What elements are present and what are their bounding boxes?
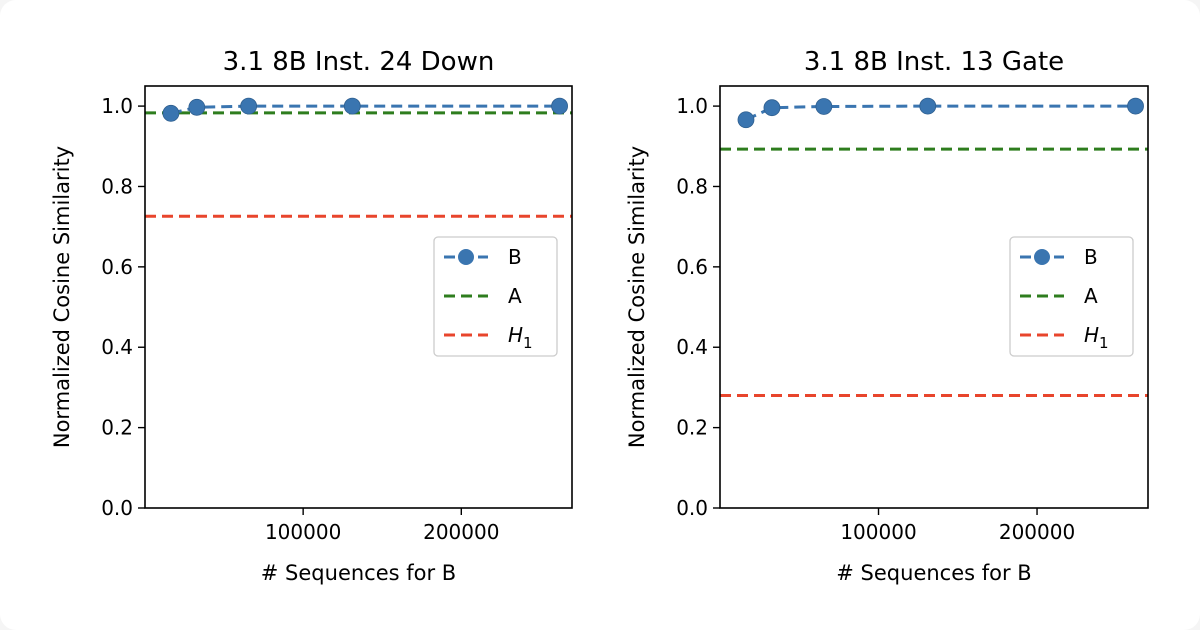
series-b-point <box>919 97 937 115</box>
y-tick-label: 0.8 <box>101 174 133 198</box>
chart-title: 3.1 8B Inst. 13 Gate <box>804 47 1064 77</box>
y-tick-label: 1.0 <box>101 94 133 118</box>
series-b-point <box>737 111 755 129</box>
x-tick-label: 100000 <box>265 520 341 544</box>
x-tick-label: 200000 <box>423 520 499 544</box>
x-axis-label: # Sequences for B <box>261 561 456 585</box>
chart-panel-1: 3.1 8B Inst. 24 Down 0.0 0.2 0.4 0.6 0.8 1.0 10… <box>50 47 573 585</box>
series-b-point <box>162 104 180 122</box>
series-b-line <box>170 104 560 115</box>
y-tick-label: 0.4 <box>101 335 133 359</box>
series-b-point <box>343 97 361 115</box>
chart-panel-2: 3.1 8B Inst. 13 Gate 0.0 0.2 0.4 0.6 0.8 1.0 10… <box>625 47 1149 585</box>
series-b-point <box>188 98 206 116</box>
legend-marker-b <box>458 249 474 265</box>
y-tick-label: 0.6 <box>676 255 708 279</box>
series-b-point <box>551 97 568 115</box>
y-tick-label: 0.4 <box>676 335 708 359</box>
legend-label-b: B <box>1084 245 1098 269</box>
y-tick-label: 1.0 <box>676 94 708 118</box>
y-tick-label: 0.0 <box>101 496 133 520</box>
y-tick-label: 0.0 <box>676 496 708 520</box>
plot-frame <box>719 85 1149 509</box>
legend-label-b: B <box>508 245 522 269</box>
y-axis-label: Normalized Cosine Similarity <box>50 146 74 448</box>
series-b-point <box>240 97 258 115</box>
x-tick-label: 200000 <box>999 520 1075 544</box>
legend-marker-b <box>1034 249 1050 265</box>
legend-label-subscript: 1 <box>1099 334 1109 352</box>
y-axis-label: Normalized Cosine Similarity <box>625 146 649 448</box>
plot-frame <box>144 85 573 509</box>
y-tick-label: 0.6 <box>101 255 133 279</box>
y-tick-label: 0.2 <box>676 416 708 440</box>
series-b-point <box>815 98 833 115</box>
y-tick-label: 0.8 <box>676 174 708 198</box>
legend-label-a: A <box>508 284 522 308</box>
legend-box <box>1009 236 1134 357</box>
legend-box <box>433 236 558 357</box>
series-b-point <box>1127 97 1144 115</box>
series-b-line <box>745 104 1136 122</box>
chart-title: 3.1 8B Inst. 24 Down <box>223 47 495 77</box>
series-b-point <box>763 99 781 117</box>
legend-label-a: A <box>1084 284 1098 308</box>
y-tick-label: 0.2 <box>101 416 133 440</box>
legend-label-subscript: 1 <box>523 334 533 352</box>
x-tick-label: 100000 <box>840 520 916 544</box>
x-axis-label: # Sequences for B <box>836 561 1031 585</box>
